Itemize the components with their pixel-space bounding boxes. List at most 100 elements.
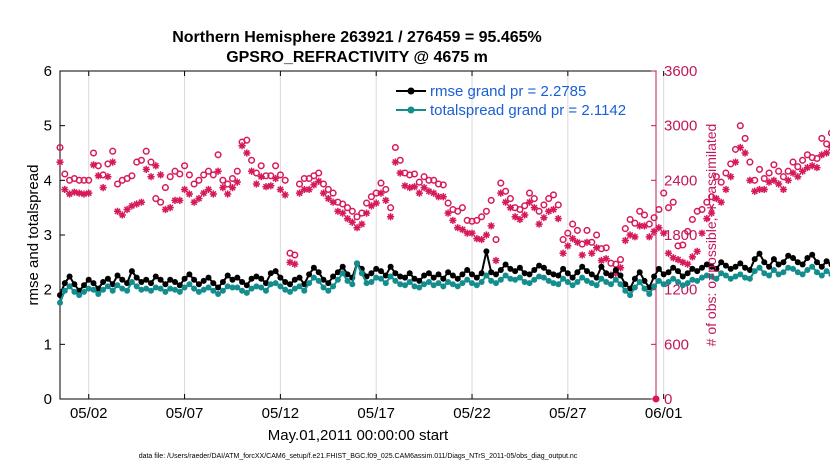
assimilated-point xyxy=(444,209,452,217)
possible-point xyxy=(640,211,649,219)
totalspread-point xyxy=(219,287,226,294)
possible-point xyxy=(578,240,586,248)
totalspread-point xyxy=(200,286,207,293)
totalspread-point xyxy=(526,280,533,287)
assimilated-point xyxy=(808,162,816,170)
possible-point xyxy=(573,226,581,234)
possible-point xyxy=(233,167,241,175)
rmse-point xyxy=(157,276,164,283)
assimilated-point xyxy=(276,185,284,194)
assimilated-point xyxy=(75,189,83,197)
totalspread-point xyxy=(191,285,198,292)
rmse-point xyxy=(239,279,246,285)
possible-point xyxy=(94,162,102,170)
possible-point xyxy=(420,173,428,181)
possible-point xyxy=(415,178,423,186)
rmse-point xyxy=(516,264,523,271)
possible-point xyxy=(61,170,69,178)
assimilated-point xyxy=(166,204,174,212)
assimilated-point xyxy=(204,185,213,194)
totalspread-point xyxy=(430,282,437,289)
y-right-tick-label: 3000 xyxy=(664,118,697,135)
rmse-point xyxy=(550,271,557,278)
possible-point xyxy=(214,151,222,159)
rmse-point xyxy=(718,259,725,266)
possible-point xyxy=(540,201,548,209)
assimilated-point xyxy=(573,238,582,246)
totalspread-point xyxy=(493,280,499,287)
totalspread-point xyxy=(57,299,63,306)
rmse-point xyxy=(267,270,274,277)
y-left-tick-label: 2 xyxy=(44,282,52,299)
possible-point xyxy=(295,180,304,188)
assimilated-point xyxy=(382,196,390,204)
possible-point xyxy=(775,167,783,175)
totalspread-point xyxy=(689,276,696,283)
totalspread-point xyxy=(349,281,356,288)
totalspread-point xyxy=(148,287,154,294)
rmse-point xyxy=(483,248,490,255)
assimilated-point xyxy=(430,189,438,197)
possible-point xyxy=(109,147,117,155)
totalspread-point xyxy=(61,287,68,294)
assimilated-point xyxy=(377,189,385,197)
rmse-point xyxy=(737,260,744,267)
totalspread-point xyxy=(584,277,590,284)
assimilated-point xyxy=(468,229,476,237)
assimilated-point xyxy=(684,260,692,268)
assimilated-point xyxy=(401,182,409,190)
totalspread-point xyxy=(291,285,298,292)
rmse-point xyxy=(670,264,677,271)
rmse-point xyxy=(449,272,456,279)
assimilated-point xyxy=(540,214,548,222)
possible-point xyxy=(698,205,706,214)
assimilated-point xyxy=(343,215,352,223)
totalspread-point xyxy=(699,274,705,281)
possible-point xyxy=(545,195,553,203)
assimilated-point xyxy=(506,204,514,212)
assimilated-point xyxy=(329,198,337,206)
totalspread-point xyxy=(790,265,796,272)
assimilated-point xyxy=(420,184,428,192)
assimilated-point xyxy=(161,205,170,214)
y-left-tick-label: 4 xyxy=(44,172,52,189)
assimilated-point xyxy=(545,207,553,215)
possible-point xyxy=(583,226,591,234)
totalspread-point xyxy=(598,275,605,282)
possible-point xyxy=(760,174,768,183)
possible-point xyxy=(99,171,107,179)
rmse-point xyxy=(473,274,480,281)
possible-point xyxy=(799,156,807,164)
possible-point xyxy=(228,174,237,183)
legend-totalspread-label: totalspread grand pr = 2.1142 xyxy=(430,102,626,119)
y-left-tick-label: 3 xyxy=(44,227,52,244)
rmse-point xyxy=(526,271,533,278)
assimilated-point xyxy=(707,209,716,217)
totalspread-point xyxy=(224,283,231,290)
possible-point xyxy=(549,191,558,199)
totalspread-point xyxy=(339,270,346,277)
possible-point xyxy=(588,238,596,246)
possible-point xyxy=(315,169,323,177)
totalspread-point xyxy=(176,288,183,295)
totalspread-point xyxy=(636,279,643,285)
rmse-point xyxy=(421,272,428,279)
rmse-point xyxy=(699,264,705,271)
rmse-point xyxy=(555,272,562,279)
assimilated-point xyxy=(334,207,342,215)
rmse-point xyxy=(564,270,571,277)
assimilated-point xyxy=(482,231,490,239)
totalspread-point xyxy=(722,272,729,279)
totalspread-point xyxy=(531,276,538,283)
totalspread-point xyxy=(215,291,222,297)
totalspread-point xyxy=(406,279,413,285)
assimilated-point xyxy=(530,204,538,212)
assimilated-point xyxy=(118,211,126,219)
assimilated-point xyxy=(592,244,601,252)
totalspread-point xyxy=(325,287,332,294)
assimilated-point xyxy=(569,235,577,243)
assimilated-point xyxy=(583,238,591,246)
assimilated-point xyxy=(89,161,98,169)
x-tick-label: 06/01 xyxy=(645,405,683,422)
rmse-point xyxy=(722,262,729,269)
